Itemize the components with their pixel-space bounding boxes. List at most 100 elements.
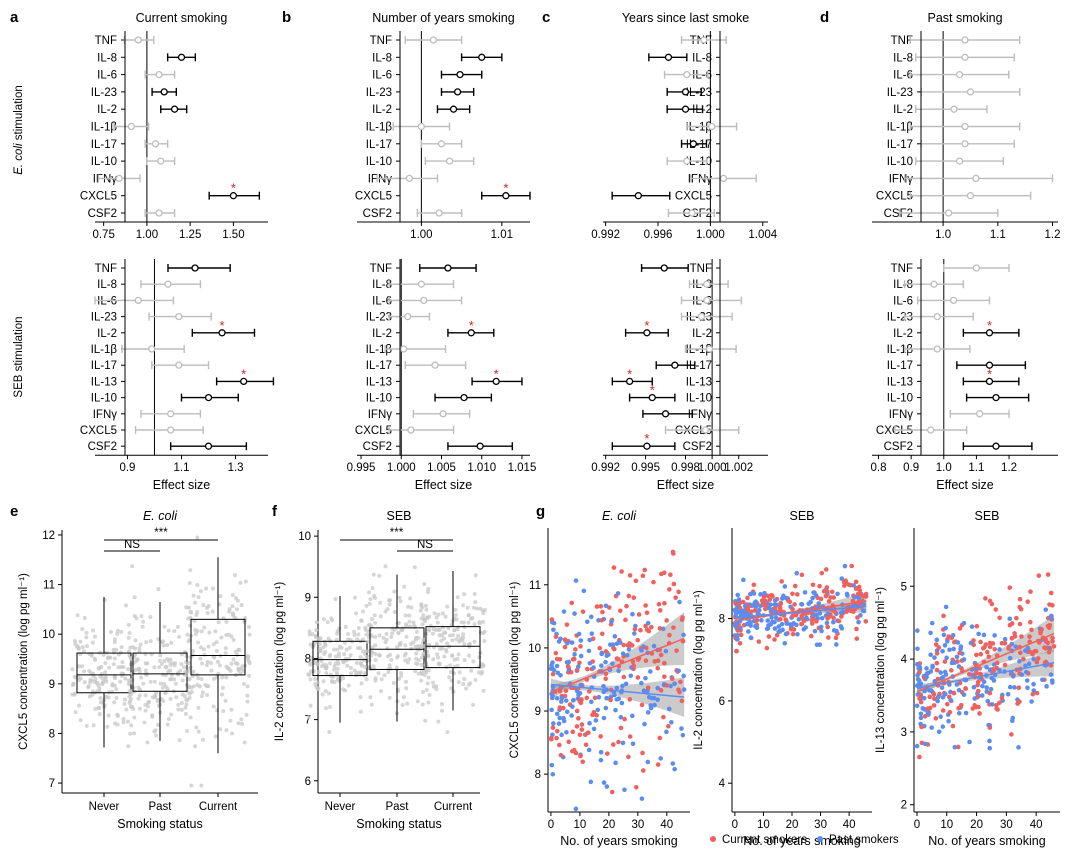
data-point <box>88 677 93 682</box>
current-smoker-point <box>792 612 798 617</box>
past-smoker-point <box>963 710 969 716</box>
data-point <box>156 587 161 592</box>
data-point <box>327 654 332 659</box>
past-smoker-point <box>936 729 942 735</box>
data-point <box>81 649 86 654</box>
data-point <box>195 582 200 587</box>
data-point <box>143 693 148 698</box>
past-smoker-point <box>616 696 621 702</box>
past-smoker-point <box>751 591 757 596</box>
data-point <box>110 683 115 688</box>
data-point <box>137 693 142 698</box>
current-smoker-point <box>947 709 953 715</box>
data-point <box>372 613 377 618</box>
current-smoker-point <box>627 697 633 702</box>
data-point <box>75 613 80 618</box>
current-smoker-point <box>777 605 783 611</box>
data-point <box>158 681 163 686</box>
current-smoker-point <box>1037 640 1042 645</box>
current-smoker-point <box>1051 644 1057 649</box>
past-smoker-point <box>914 683 920 688</box>
y-tick-label: 12 <box>42 530 55 542</box>
data-point <box>175 624 180 629</box>
data-point <box>409 605 414 610</box>
data-point <box>376 671 381 676</box>
current-smoker-point <box>598 604 604 609</box>
current-smoker-point <box>1006 644 1012 650</box>
current-smoker-point <box>1014 615 1019 621</box>
estimate-point <box>961 36 969 44</box>
current-smoker-point <box>863 619 869 624</box>
current-smoker-point <box>1030 691 1036 697</box>
past-smoker-point <box>825 611 831 616</box>
data-point <box>388 652 393 657</box>
past-smoker-point <box>570 698 576 703</box>
data-point <box>472 639 477 644</box>
current-smoker-point <box>826 635 831 640</box>
current-smoker-point <box>1019 634 1024 639</box>
data-point <box>355 645 360 650</box>
data-point <box>129 723 134 728</box>
current-smoker-point <box>622 716 627 722</box>
data-point <box>147 699 152 704</box>
data-point <box>127 689 132 694</box>
past-smoker-point <box>803 615 809 621</box>
data-point <box>199 694 204 699</box>
past-smoker-point <box>610 661 615 666</box>
estimate-point <box>445 157 454 165</box>
data-point <box>370 586 375 591</box>
data-point <box>335 631 340 636</box>
y-axis-title: IL-13 concentration (log pg ml⁻¹) <box>875 587 887 753</box>
data-point <box>114 696 119 701</box>
current-smoker-point <box>777 616 783 622</box>
past-smoker-point <box>764 626 770 632</box>
current-smoker-point <box>1018 650 1023 656</box>
sig-label-inner: NS <box>124 539 140 551</box>
x-tick-label: 0.75 <box>92 229 114 241</box>
current-smoker-point <box>974 623 980 629</box>
data-point <box>343 688 348 693</box>
current-smoker-point <box>1032 648 1038 654</box>
cytokine-label: IL-10 <box>686 393 712 405</box>
data-point <box>358 709 363 714</box>
past-smoker-point <box>556 721 562 726</box>
estimate-point <box>492 377 500 386</box>
data-point <box>126 667 131 672</box>
x-tick-label: 1.010 <box>467 462 496 474</box>
data-point <box>456 680 461 685</box>
x-tick-label: 1.2 <box>1001 462 1017 474</box>
data-point <box>381 635 386 640</box>
past-smoker-point <box>630 741 636 747</box>
past-smoker-point <box>630 713 635 719</box>
cytokine-label: TNF <box>370 35 392 47</box>
past-smoker-point <box>787 622 793 627</box>
past-smoker-point <box>569 640 575 645</box>
data-point <box>99 664 104 669</box>
data-point <box>247 673 252 678</box>
x-tick-label: 1.005 <box>427 462 456 474</box>
data-point <box>361 609 366 614</box>
data-point <box>245 693 250 698</box>
current-smoker-point <box>586 689 592 694</box>
data-point <box>220 675 225 680</box>
current-smoker-point <box>941 613 946 619</box>
current-smoker-point <box>854 626 859 632</box>
data-point <box>452 657 457 662</box>
past-smoker-point <box>569 713 574 718</box>
panel-letter-d: d <box>820 9 829 26</box>
data-point <box>343 624 348 629</box>
current-smoker-point <box>842 583 847 588</box>
box <box>425 626 481 669</box>
significance-star: * <box>627 366 632 381</box>
estimate-point <box>240 377 248 386</box>
data-point <box>425 590 430 595</box>
estimate-point <box>955 70 964 79</box>
data-point <box>93 657 98 662</box>
current-smoker-point <box>951 639 957 645</box>
data-point <box>108 655 113 660</box>
data-point <box>126 649 131 654</box>
current-smoker-point <box>942 659 948 664</box>
data-point <box>352 595 357 600</box>
data-point <box>218 594 223 599</box>
